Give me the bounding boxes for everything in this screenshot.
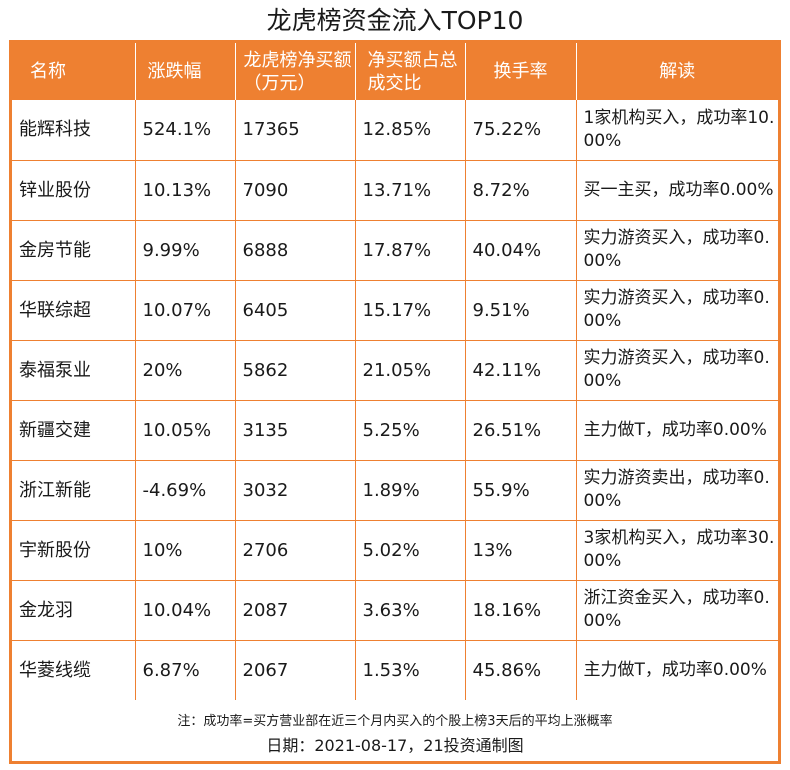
cell-net-buy: 3032 [234, 459, 356, 521]
page-title: 龙虎榜资金流入TOP10 [266, 6, 524, 35]
col-header-turnover: 换手率 [464, 43, 577, 100]
cell-stock-name: 浙江新能 [12, 459, 136, 521]
table-row: 宇新股份 10% 2706 5.02% 13% 3家机构买入，成功率30.00% [12, 519, 778, 581]
header-row: 名称 涨跌幅 龙虎榜净买额（万元） 净买额占总成交比 换手率 解读 [12, 43, 778, 100]
col-header-name: 名称 [12, 43, 136, 100]
dragon-tiger-table: 名称 涨跌幅 龙虎榜净买额（万元） 净买额占总成交比 换手率 解读 能辉科技 52… [12, 43, 778, 700]
table-row: 华联综超 10.07% 6405 15.17% 9.51% 实力游资买入，成功率0.00% [12, 279, 778, 341]
cell-ratio: 1.53% [354, 639, 466, 700]
col-header-comment: 解读 [575, 43, 778, 100]
col-header-net-buy: 龙虎榜净买额（万元） [234, 43, 356, 100]
cell-ratio: 15.17% [354, 279, 466, 341]
cell-net-buy: 17365 [234, 100, 356, 161]
date-line: 日期：2021-08-17，21投资通制图 [266, 736, 524, 755]
cell-change: 10% [134, 519, 236, 581]
cell-change: -4.69% [134, 459, 236, 521]
cell-comment: 买一主买，成功率0.00% [575, 159, 778, 221]
cell-change: 6.87% [134, 639, 236, 700]
cell-stock-name: 华菱线缆 [12, 639, 136, 700]
cell-turnover: 45.86% [464, 639, 577, 700]
cell-comment: 主力做T，成功率0.00% [575, 399, 778, 461]
table-frame: 名称 涨跌幅 龙虎榜净买额（万元） 净买额占总成交比 换手率 解读 能辉科技 52… [9, 40, 781, 764]
cell-net-buy: 7090 [234, 159, 356, 221]
cell-comment: 实力游资买入，成功率0.00% [575, 339, 778, 401]
cell-comment: 实力游资卖出，成功率0.00% [575, 459, 778, 521]
cell-stock-name: 金房节能 [12, 219, 136, 281]
cell-stock-name: 泰福泵业 [12, 339, 136, 401]
footnote: 注：成功率=买方营业部在近三个月内买入的个股上榜3天后的平均上涨概率 [177, 714, 613, 729]
cell-net-buy: 5862 [234, 339, 356, 401]
cell-ratio: 1.89% [354, 459, 466, 521]
cell-turnover: 55.9% [464, 459, 577, 521]
cell-net-buy: 6405 [234, 279, 356, 341]
cell-change: 10.07% [134, 279, 236, 341]
cell-change: 524.1% [134, 100, 236, 161]
cell-ratio: 5.25% [354, 399, 466, 461]
table-row: 浙江新能 -4.69% 3032 1.89% 55.9% 实力游资卖出，成功率0.00% [12, 459, 778, 521]
cell-turnover: 13% [464, 519, 577, 581]
cell-ratio: 3.63% [354, 579, 466, 641]
cell-comment: 实力游资买入，成功率0.00% [575, 279, 778, 341]
cell-stock-name: 能辉科技 [12, 100, 136, 161]
cell-turnover: 42.11% [464, 339, 577, 401]
cell-change: 10.05% [134, 399, 236, 461]
cell-comment: 主力做T，成功率0.00% [575, 639, 778, 700]
cell-turnover: 9.51% [464, 279, 577, 341]
cell-change: 20% [134, 339, 236, 401]
cell-ratio: 13.71% [354, 159, 466, 221]
cell-change: 9.99% [134, 219, 236, 281]
cell-stock-name: 新疆交建 [12, 399, 136, 461]
cell-comment: 浙江资金买入，成功率0.00% [575, 579, 778, 641]
cell-ratio: 12.85% [354, 100, 466, 161]
cell-comment: 3家机构买入，成功率30.00% [575, 519, 778, 581]
cell-comment: 实力游资买入，成功率0.00% [575, 219, 778, 281]
cell-change: 10.13% [134, 159, 236, 221]
cell-stock-name: 锌业股份 [12, 159, 136, 221]
cell-net-buy: 6888 [234, 219, 356, 281]
cell-turnover: 75.22% [464, 100, 577, 161]
table-row: 能辉科技 524.1% 17365 12.85% 75.22% 1家机构买入，成功率10.… [12, 100, 778, 161]
cell-net-buy: 2087 [234, 579, 356, 641]
cell-change: 10.04% [134, 579, 236, 641]
cell-turnover: 8.72% [464, 159, 577, 221]
table-row: 华菱线缆 6.87% 2067 1.53% 45.86% 主力做T，成功率0.00% [12, 639, 778, 700]
cell-stock-name: 宇新股份 [12, 519, 136, 581]
table-row: 金龙羽 10.04% 2087 3.63% 18.16% 浙江资金买入，成功率0.00% [12, 579, 778, 641]
cell-ratio: 17.87% [354, 219, 466, 281]
col-header-change: 涨跌幅 [134, 43, 236, 100]
table-row: 锌业股份 10.13% 7090 13.71% 8.72% 买一主买，成功率0.00% [12, 159, 778, 221]
cell-stock-name: 华联综超 [12, 279, 136, 341]
table-row: 新疆交建 10.05% 3135 5.25% 26.51% 主力做T，成功率0.00% [12, 399, 778, 461]
cell-ratio: 21.05% [354, 339, 466, 401]
cell-net-buy: 2706 [234, 519, 356, 581]
cell-net-buy: 3135 [234, 399, 356, 461]
table-row: 金房节能 9.99% 6888 17.87% 40.04% 实力游资买入，成功率0.00% [12, 219, 778, 281]
cell-ratio: 5.02% [354, 519, 466, 581]
cell-turnover: 40.04% [464, 219, 577, 281]
cell-net-buy: 2067 [234, 639, 356, 700]
col-header-ratio: 净买额占总成交比 [354, 43, 466, 100]
table-row: 泰福泵业 20% 5862 21.05% 42.11% 实力游资买入，成功率0.00% [12, 339, 778, 401]
cell-turnover: 26.51% [464, 399, 577, 461]
cell-stock-name: 金龙羽 [12, 579, 136, 641]
cell-turnover: 18.16% [464, 579, 577, 641]
cell-comment: 1家机构买入，成功率10.00% [575, 100, 778, 161]
